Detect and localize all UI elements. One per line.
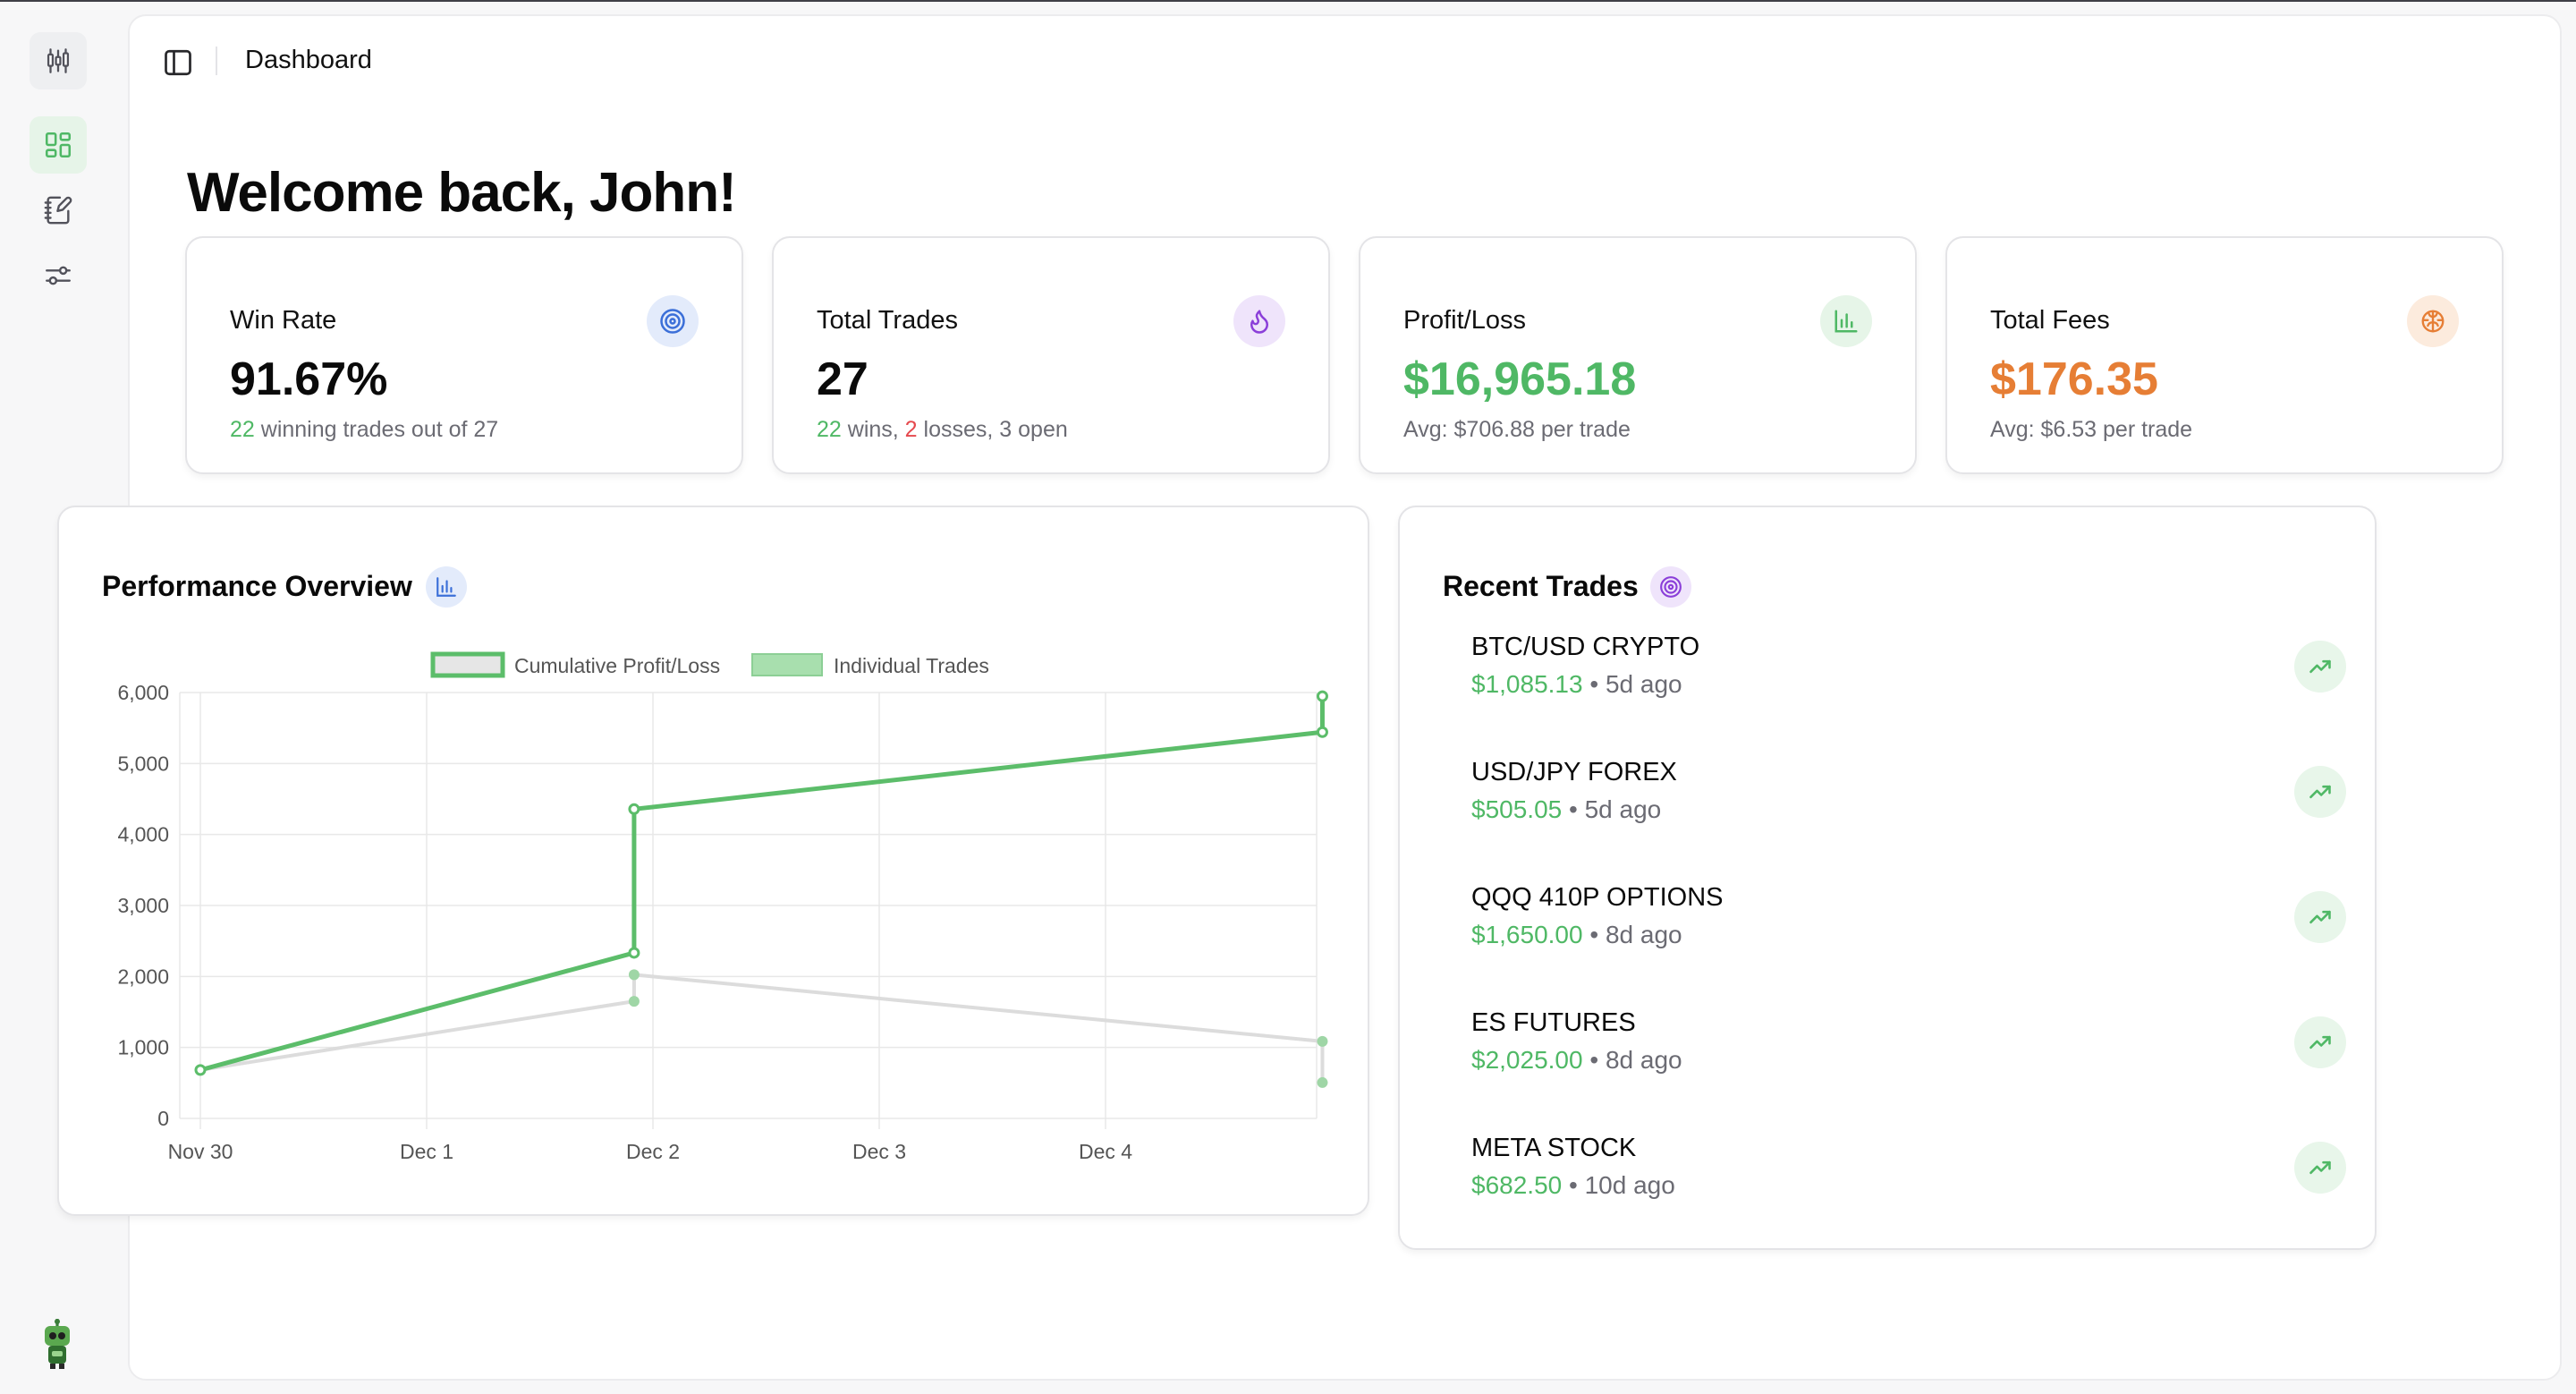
data-point-cumulative [194, 1064, 207, 1076]
y-tick-label: 2,000 [117, 965, 169, 988]
layout-dashboard-icon [45, 132, 72, 158]
series-line-cumulative [199, 696, 1325, 1073]
trade-symbol: BTC/USD CRYPTO [1471, 633, 1700, 661]
sidebar-item-journal[interactable] [30, 182, 87, 239]
data-point-individual [1317, 1035, 1328, 1047]
trade-symbol: META STOCK [1471, 1134, 1637, 1162]
topbar-separator [216, 47, 217, 75]
stat-card-win-rate: Win Rate 91.67% 22 winning trades out of… [185, 236, 743, 474]
performance-line-chart[interactable]: 0 1,000 2,000 3,000 4,000 5,000 6,000 Nov 30 Dec… [59, 507, 1368, 1214]
data-point-cumulative [1316, 726, 1328, 738]
target-icon [1650, 566, 1691, 608]
series-line-individual [199, 973, 1325, 1083]
trade-symbol: USD/JPY FOREX [1471, 758, 1677, 786]
x-tick-label: Dec 1 [400, 1140, 453, 1163]
stat-subtext: Avg: $6.53 per trade [1990, 417, 2193, 442]
data-point-individual [628, 969, 640, 981]
sidebar-toggle-icon[interactable] [162, 47, 194, 79]
trade-meta: $2,025.00 • 8d ago [1471, 1046, 1682, 1074]
flame-icon [1233, 295, 1285, 347]
trade-meta: $505.05 • 5d ago [1471, 795, 1662, 823]
trending-up-icon [2294, 641, 2346, 693]
x-tick-label: Dec 4 [1079, 1140, 1132, 1163]
stat-card-total-trades: Total Trades 27 22 wins, 2 losses, 3 ope… [772, 236, 1330, 474]
user-avatar-robot-icon[interactable] [39, 1319, 75, 1369]
target-icon [647, 295, 699, 347]
breadcrumb-dashboard[interactable]: Dashboard [245, 46, 372, 74]
trade-symbol: ES FUTURES [1471, 1008, 1636, 1037]
x-tick-label: Dec 2 [626, 1140, 680, 1163]
stat-title: Total Fees [1990, 306, 2110, 335]
trending-up-icon [2294, 1016, 2346, 1068]
page-title: Welcome back, John! [187, 162, 737, 224]
trending-up-icon [2294, 891, 2346, 943]
data-point-cumulative [628, 947, 640, 959]
sliders-icon [46, 266, 71, 285]
data-point-cumulative [628, 803, 640, 815]
bar-chart-icon [1820, 295, 1872, 347]
app-logo-candlestick-icon[interactable] [30, 32, 87, 89]
trending-up-icon [2294, 766, 2346, 818]
trade-meta: $682.50 • 10d ago [1471, 1171, 1675, 1199]
stat-title: Total Trades [817, 306, 958, 335]
x-tick-label: Nov 30 [168, 1140, 233, 1163]
stat-subtext: 22 wins, 2 losses, 3 open [817, 417, 1068, 442]
legend-swatch-individual [751, 653, 823, 676]
data-point-individual [1317, 1076, 1328, 1088]
section-title: Performance Overview [102, 570, 412, 602]
trending-up-icon [2294, 1142, 2346, 1194]
y-tick-label: 5,000 [117, 752, 169, 775]
x-tick-label: Dec 3 [852, 1140, 906, 1163]
trade-meta: $1,650.00 • 8d ago [1471, 921, 1682, 948]
recent-trades-card: Recent Trades BTC/USD CRYPTO $1,085.13 •… [1398, 506, 2377, 1250]
stat-subtext: 22 winning trades out of 27 [230, 417, 499, 442]
sidebar-item-settings[interactable] [30, 247, 87, 304]
stat-value: 91.67% [230, 353, 388, 405]
trade-symbol: QQQ 410P OPTIONS [1471, 883, 1724, 912]
data-point-cumulative [1316, 690, 1328, 702]
trade-meta: $1,085.13 • 5d ago [1471, 670, 1682, 698]
stat-card-total-fees: Total Fees $176.35 Avg: $6.53 per trade [1945, 236, 2504, 474]
data-point-individual [628, 996, 640, 1007]
y-tick-label: 0 [157, 1107, 169, 1130]
legend-label-cumulative: Cumulative Profit/Loss [514, 654, 720, 677]
y-tick-label: 4,000 [117, 823, 169, 846]
stat-value: $16,965.18 [1403, 353, 1637, 405]
stat-card-profit-loss: Profit/Loss $16,965.18 Avg: $706.88 per … [1359, 236, 1917, 474]
stat-subtext: Avg: $706.88 per trade [1403, 417, 1631, 442]
bar-chart-icon [426, 566, 467, 608]
notebook-pen-icon [44, 196, 72, 225]
legend-swatch-cumulative [430, 651, 505, 678]
stat-value: $176.35 [1990, 353, 2158, 405]
y-tick-label: 1,000 [117, 1036, 169, 1059]
window-top-border [0, 0, 2576, 2]
stat-title: Profit/Loss [1403, 306, 1526, 335]
stat-title: Win Rate [230, 306, 337, 335]
sidebar-item-dashboard[interactable] [30, 116, 87, 174]
performance-overview-card: Performance Overview 0 1,000 2,000 3,000 4,0… [57, 506, 1369, 1216]
stat-value: 27 [817, 353, 869, 405]
legend-label-individual: Individual Trades [834, 654, 989, 677]
brain-icon [2407, 295, 2459, 347]
y-tick-label: 3,000 [117, 894, 169, 917]
y-tick-label: 6,000 [117, 681, 169, 704]
section-title: Recent Trades [1443, 570, 1639, 602]
